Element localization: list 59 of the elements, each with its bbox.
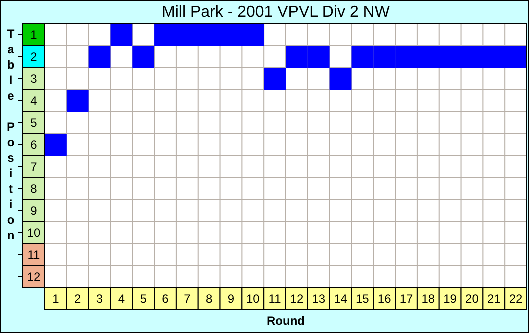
x-tick-label: 22 xyxy=(509,292,524,306)
x-tick-label: 11 xyxy=(268,292,282,306)
point xyxy=(264,68,286,90)
x-tick-label: 18 xyxy=(422,292,436,306)
point xyxy=(66,90,89,112)
y-tick-label: 6 xyxy=(30,138,38,152)
x-tick-label: 13 xyxy=(312,292,326,306)
x-tick-label: 19 xyxy=(444,292,458,306)
point xyxy=(396,46,418,68)
point xyxy=(461,46,484,68)
point xyxy=(439,46,462,68)
point xyxy=(198,24,220,46)
x-tick-label: 3 xyxy=(96,292,104,306)
point xyxy=(286,46,308,68)
x-tick-label: 16 xyxy=(378,292,392,306)
text: Table Position xyxy=(6,27,16,242)
x-tick-label: 10 xyxy=(246,292,260,306)
x-tick-label: 6 xyxy=(162,292,170,306)
y-tick-label: 8 xyxy=(30,182,38,196)
x-tick-label: 7 xyxy=(184,292,192,306)
y-tick-label: 12 xyxy=(27,270,41,284)
y-tick-label: 2 xyxy=(30,50,38,64)
chart-title: Mill Park - 2001 VPVL Div 2 NW xyxy=(162,4,391,21)
point xyxy=(110,24,133,46)
point xyxy=(242,24,264,46)
point xyxy=(308,46,330,68)
y-tick-label: 10 xyxy=(27,226,41,240)
x-tick-label: 4 xyxy=(118,292,126,306)
x-axis-title: Round xyxy=(267,314,305,328)
point xyxy=(220,24,242,46)
point xyxy=(154,24,176,46)
y-tick-label: 1 xyxy=(30,28,38,42)
point xyxy=(505,46,527,68)
x-tick-label: 21 xyxy=(487,292,502,306)
point xyxy=(483,46,506,68)
y-tick-label: 5 xyxy=(30,116,38,130)
point xyxy=(132,46,155,68)
x-tick-label: 14 xyxy=(334,292,348,306)
x-tick-label: 12 xyxy=(290,292,304,306)
point xyxy=(352,46,374,68)
x-tick-label: 5 xyxy=(140,292,148,306)
point xyxy=(374,46,396,68)
point xyxy=(417,46,440,68)
x-tick-label: 9 xyxy=(228,292,235,306)
y-tick-label: 7 xyxy=(30,160,38,174)
x-tick-label: 1 xyxy=(52,292,60,306)
x-tick-label: 2 xyxy=(74,292,82,306)
x-tick-label: 15 xyxy=(356,292,370,306)
x-tick-label: 17 xyxy=(400,292,414,306)
point xyxy=(176,24,198,46)
y-tick-label: 11 xyxy=(28,248,41,262)
y-tick-label: 3 xyxy=(30,72,38,86)
x-tick-label: 8 xyxy=(206,292,213,306)
point xyxy=(330,68,352,90)
point xyxy=(88,46,111,68)
x-tick-label: 20 xyxy=(466,292,480,306)
point xyxy=(45,134,67,156)
y-tick-label: 9 xyxy=(30,204,38,218)
y-tick-label: 4 xyxy=(30,94,38,108)
